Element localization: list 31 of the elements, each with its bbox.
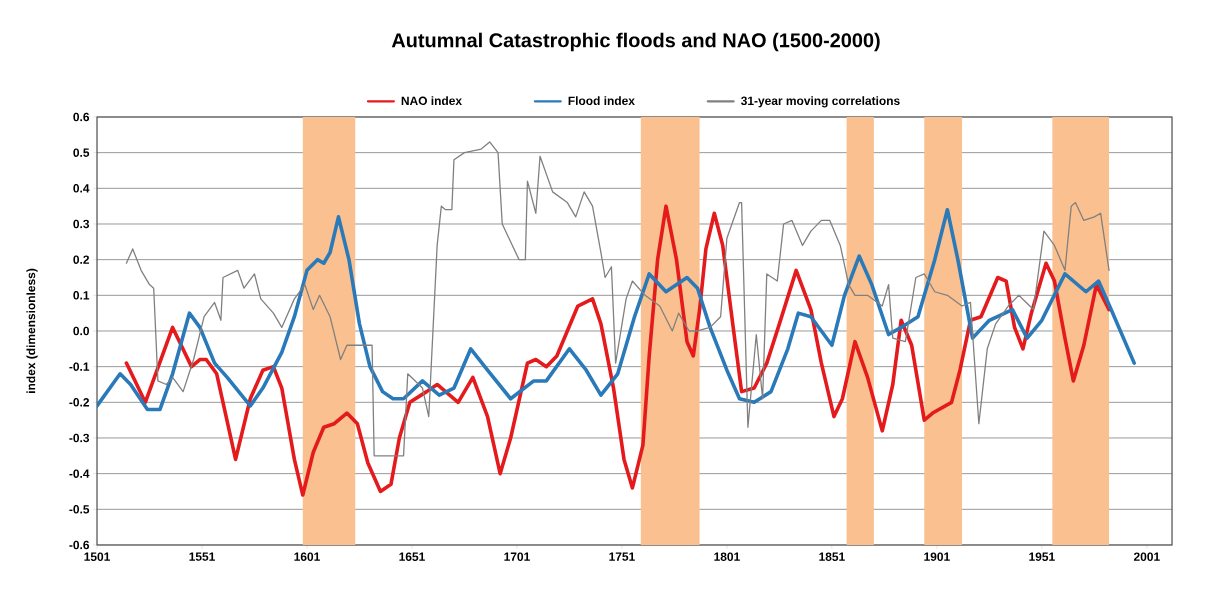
y-tick-label: 0.3 — [73, 219, 90, 229]
line-series — [124, 204, 1111, 497]
y-tick-label: 0.4 — [73, 184, 90, 193]
y-axis-title: index (dimensionless) — [26, 268, 38, 393]
legend-label: 31-year moving correlations — [741, 96, 900, 108]
line-series — [97, 207, 1137, 412]
x-tick-label: 2001 — [1133, 552, 1160, 561]
x-tick-label: 1851 — [819, 552, 845, 561]
legend-label: NAO index — [401, 96, 462, 105]
y-tick-label: 0.0 — [73, 326, 90, 336]
x-tick-label: 1751 — [609, 552, 635, 561]
x-tick-label: 1601 — [294, 552, 320, 561]
legend-label: Flood index — [568, 96, 635, 105]
x-tick-label: 1901 — [924, 552, 950, 561]
y-tick-label: 0.5 — [73, 148, 90, 157]
x-tick-label: 1701 — [504, 552, 530, 561]
x-tick-label: 1501 — [84, 552, 110, 561]
chart-title: Autumnal Catastrophic floods and NAO (1500-2000) — [391, 32, 880, 52]
y-tick-label: -0.3 — [69, 433, 90, 443]
y-tick-label: 0.2 — [73, 255, 90, 264]
x-tick-label: 1651 — [399, 552, 425, 561]
y-tick-label: 0.6 — [73, 112, 90, 122]
x-tick-label: 1951 — [1029, 552, 1055, 561]
x-tick-label: 1801 — [714, 552, 740, 561]
y-tick-label: -0.2 — [69, 398, 90, 407]
x-tick-label: 1551 — [189, 552, 215, 561]
y-tick-label: -0.5 — [69, 505, 90, 514]
y-tick-label: 0.1 — [73, 291, 90, 300]
y-tick-label: -0.4 — [69, 469, 90, 478]
y-tick-label: -0.6 — [69, 540, 90, 550]
y-tick-label: -0.1 — [69, 362, 90, 371]
